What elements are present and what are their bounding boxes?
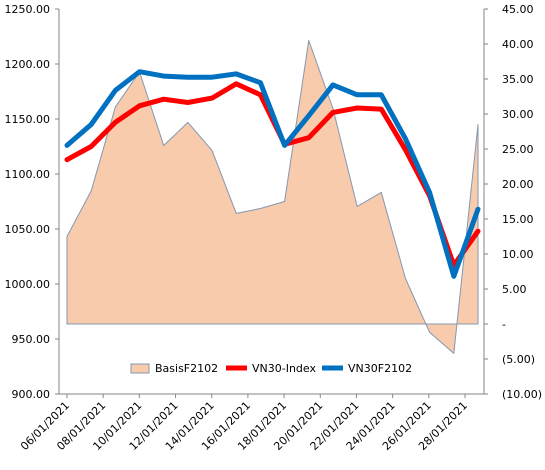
y-right-tick-label: 30.00 xyxy=(502,108,534,121)
y-left-tick-label: 1200.00 xyxy=(5,58,51,71)
legend: BasisF2102 VN30-Index VN30F2102 xyxy=(130,362,412,375)
legend-label-basis: BasisF2102 xyxy=(155,362,218,375)
y-right-tick-label: (10.00) xyxy=(502,388,542,401)
y-right-tick-label: 10.00 xyxy=(502,248,534,261)
legend-label-vn30-index: VN30-Index xyxy=(252,362,316,375)
y-left-tick-label: 900.00 xyxy=(12,388,51,401)
y-right-tick-label: 20.00 xyxy=(502,178,534,191)
y-right-tick-label: 25.00 xyxy=(502,143,534,156)
series-line-VN30F2102 xyxy=(64,69,481,279)
y-left-tick-label: 1150.00 xyxy=(5,113,51,126)
y-left-tick-label: 1050.00 xyxy=(5,223,51,236)
legend-label-vn30f2102: VN30F2102 xyxy=(348,362,412,375)
y-right-tick-label: 35.00 xyxy=(502,73,534,86)
y-right-tick-label: 45.00 xyxy=(502,3,534,16)
y-left-tick-label: 1100.00 xyxy=(5,168,51,181)
series-area-BasisF2102 xyxy=(66,40,479,354)
y-left-tick-label: 950.00 xyxy=(12,333,51,346)
y-left-tick-label: 1250.00 xyxy=(5,3,51,16)
y-right-tick-label: 5.00 xyxy=(502,283,527,296)
y-right-tick-label: (5.00) xyxy=(502,353,535,366)
y-left-tick-label: 1000.00 xyxy=(5,278,51,291)
y-right-tick-label: 15.00 xyxy=(502,213,534,226)
y-right-tick-label: 40.00 xyxy=(502,38,534,51)
y-right-tick-label: - xyxy=(502,318,506,331)
legend-swatch-basis xyxy=(130,363,150,374)
